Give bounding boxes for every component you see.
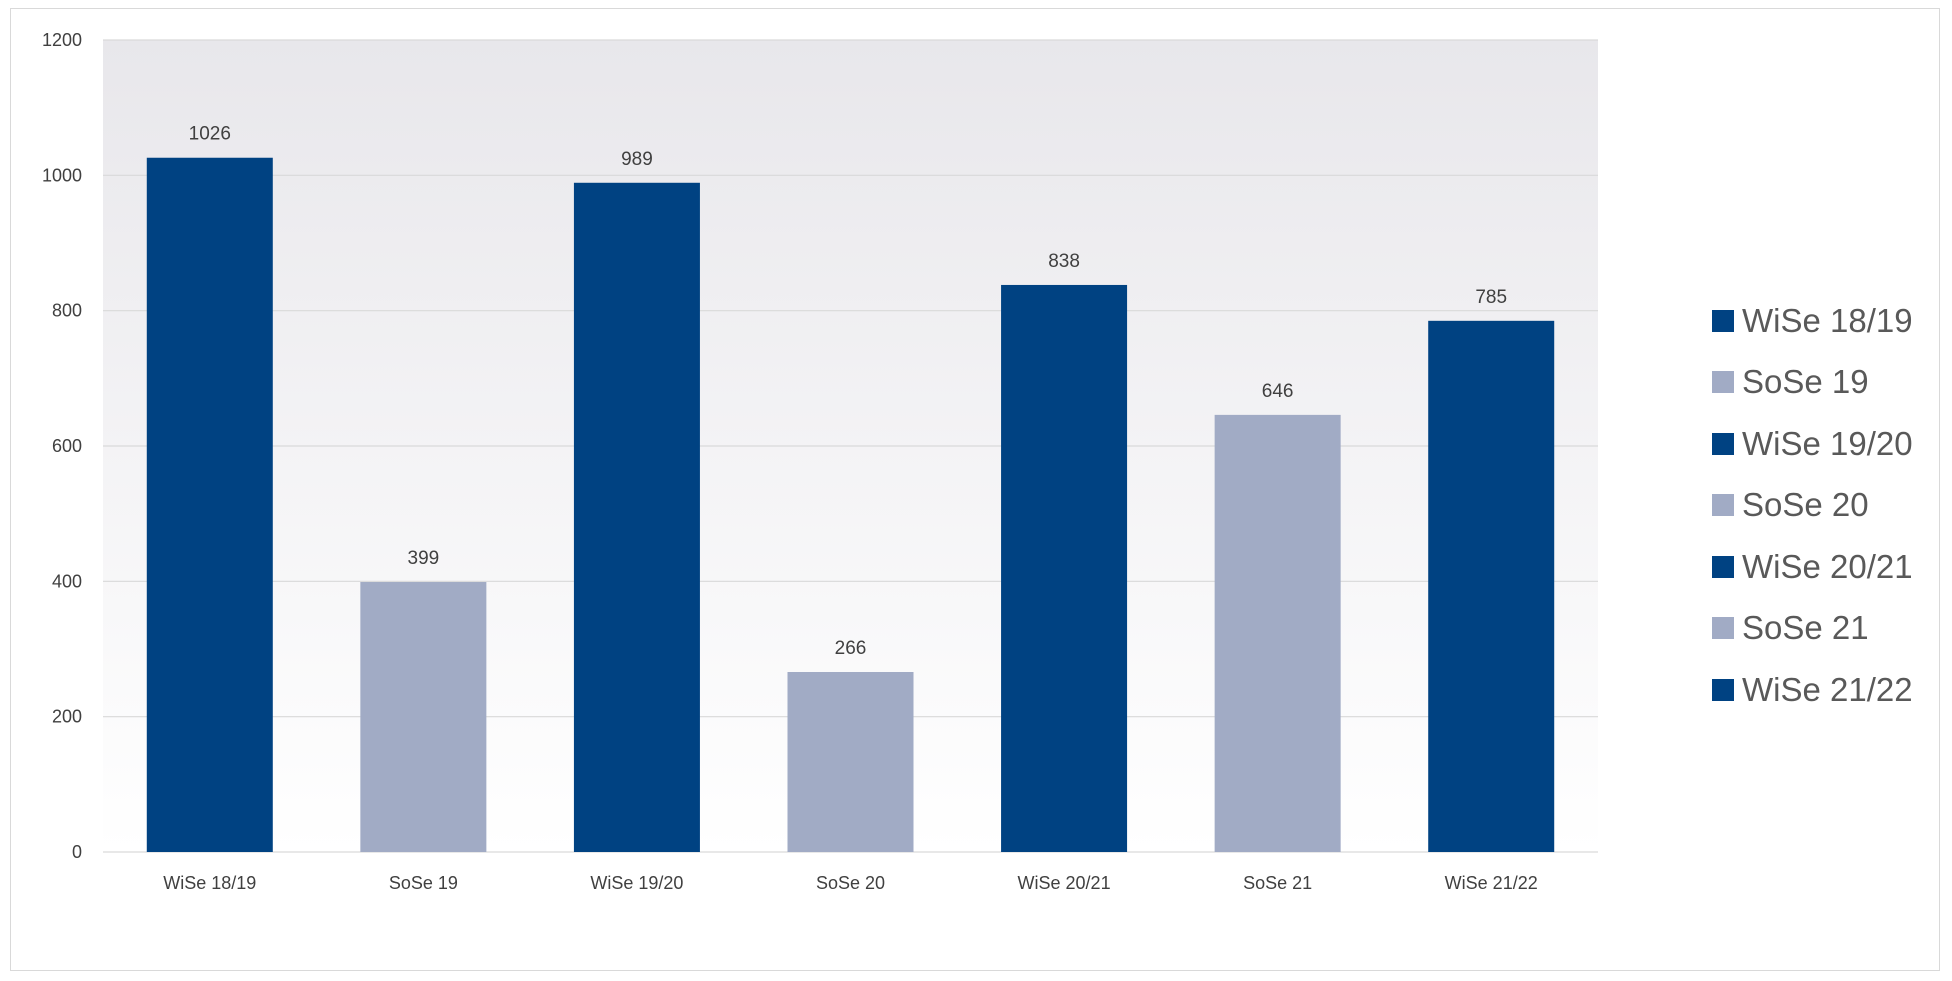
legend-label: WiSe 20/21 — [1742, 547, 1913, 585]
x-axis: WiSe 18/19 SoSe 19 WiSe 19/20 SoSe 20 WiSe 2… — [163, 873, 1537, 893]
bar — [787, 672, 914, 852]
x-tick-label: WiSe 19/20 — [590, 873, 683, 893]
legend-item: SoSe 19 — [1712, 352, 1913, 414]
legend-swatch — [1712, 555, 1734, 578]
legend-swatch — [1712, 432, 1734, 455]
legend-label: WiSe 19/20 — [1742, 424, 1913, 462]
legend-item: SoSe 21 — [1712, 598, 1913, 660]
bar — [146, 157, 273, 853]
legend-item: WiSe 18/19 — [1712, 290, 1913, 352]
y-tick-label: 1200 — [42, 30, 82, 50]
x-tick-label: SoSe 20 — [816, 873, 885, 893]
legend-label: SoSe 20 — [1742, 486, 1869, 524]
y-tick-label: 200 — [52, 707, 82, 727]
x-tick-label: SoSe 19 — [389, 873, 458, 893]
y-tick-label: 0 — [72, 842, 82, 862]
bar — [1428, 320, 1555, 853]
x-tick-label: SoSe 21 — [1243, 873, 1312, 893]
y-tick-label: 600 — [52, 436, 82, 456]
legend-swatch — [1712, 371, 1734, 394]
legend-label: WiSe 18/19 — [1742, 301, 1913, 339]
legend-item: WiSe 21/22 — [1712, 659, 1913, 721]
data-label: 838 — [1048, 251, 1080, 272]
legend-swatch — [1712, 678, 1734, 701]
bar — [360, 582, 487, 852]
legend-swatch — [1712, 494, 1734, 517]
x-tick-label: WiSe 20/21 — [1018, 873, 1111, 893]
data-label: 785 — [1475, 287, 1507, 308]
y-axis: 0 200 400 600 800 1000 1200 — [42, 30, 82, 862]
y-tick-label: 800 — [52, 301, 82, 321]
data-label: 399 — [408, 548, 440, 569]
gridlines — [103, 39, 1598, 853]
legend-item: SoSe 20 — [1712, 475, 1913, 537]
bars — [146, 157, 1555, 853]
y-tick-label: 1000 — [42, 165, 82, 185]
legend: WiSe 18/19 SoSe 19 WiSe 19/20 SoSe 20 Wi… — [1712, 290, 1913, 721]
bar — [1001, 284, 1128, 852]
bar — [573, 182, 700, 852]
bar — [1214, 414, 1341, 852]
x-tick-label: WiSe 21/22 — [1445, 873, 1538, 893]
legend-swatch — [1712, 309, 1734, 332]
y-tick-label: 400 — [52, 571, 82, 591]
legend-label: SoSe 19 — [1742, 363, 1869, 401]
x-tick-label: WiSe 18/19 — [163, 873, 256, 893]
legend-item: WiSe 20/21 — [1712, 536, 1913, 598]
data-labels: 1026 399 989 266 838 646 785 — [189, 124, 1507, 659]
legend-swatch — [1712, 617, 1734, 640]
legend-label: WiSe 21/22 — [1742, 670, 1913, 708]
data-label: 646 — [1262, 381, 1294, 402]
legend-label: SoSe 21 — [1742, 609, 1869, 647]
data-label: 1026 — [189, 124, 231, 145]
legend-item: WiSe 19/20 — [1712, 413, 1913, 475]
data-label: 266 — [835, 638, 867, 659]
data-label: 989 — [621, 149, 653, 170]
